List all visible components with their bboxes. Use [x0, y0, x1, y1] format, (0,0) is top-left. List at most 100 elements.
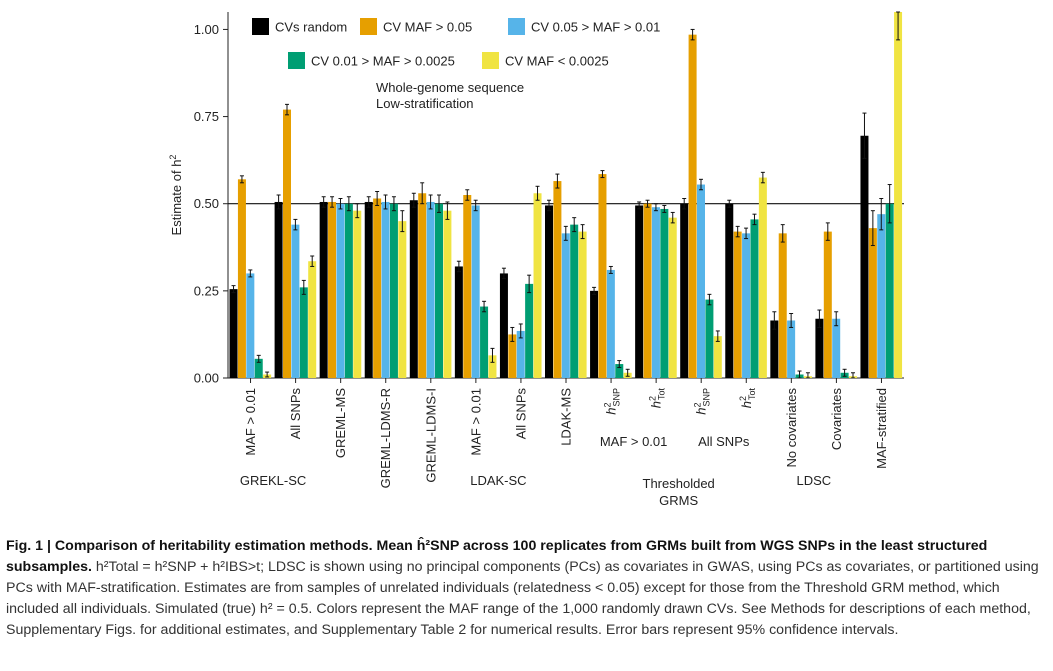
- bar-3-series-4: [344, 203, 353, 378]
- bar-8-series-2: [553, 181, 562, 378]
- legend-swatch-3: [508, 18, 525, 35]
- bar-10-series-2: [643, 203, 652, 378]
- x-tick-label: GREML-LDMS-R: [378, 388, 393, 488]
- bar-4-series-2: [373, 198, 382, 378]
- legend-swatch-4: [288, 52, 305, 69]
- caption-body: h²Total = h²SNP + h²IBS>t; LDSC is shown…: [6, 559, 1039, 638]
- bar-13-series-2: [778, 233, 787, 378]
- bar-1-series-2: [237, 179, 246, 378]
- bar-11-series-1: [680, 203, 689, 378]
- y-tick-label: 1.00: [194, 22, 219, 37]
- bar-5-series-3: [426, 201, 435, 378]
- bar-10-series-5: [668, 217, 677, 378]
- y-tick-label: 0.00: [194, 371, 219, 386]
- figure-caption: Fig. 1 | Comparison of heritability esti…: [6, 536, 1046, 641]
- bar-2-series-4: [299, 287, 308, 378]
- group-label: LDSC: [797, 473, 832, 488]
- bar-6-series-2: [463, 195, 472, 378]
- bar-6-series-3: [471, 205, 480, 378]
- bar-3-series-2: [328, 201, 337, 378]
- legend-label-3: CV 0.05 > MAF > 0.01: [531, 20, 660, 35]
- bar-6-series-1: [454, 266, 463, 378]
- bar-7-series-3: [516, 330, 525, 378]
- legend-label-1: CVs random: [275, 20, 347, 35]
- bar-9-series-2: [598, 174, 607, 378]
- bar-2-series-5: [308, 261, 317, 378]
- legend-label-2: CV MAF > 0.05: [383, 20, 472, 35]
- caption-lead: Fig. 1 | Comparison of heritability esti…: [6, 538, 988, 575]
- x-tick-label: h2Tot: [648, 388, 667, 409]
- bar-2-series-1: [274, 201, 283, 378]
- bar-9-series-4: [615, 364, 624, 378]
- bar-10-series-3: [651, 207, 660, 378]
- y-tick-label: 0.50: [194, 196, 219, 211]
- chart-annotation: Low-stratification: [376, 96, 474, 111]
- bar-11-series-2: [688, 34, 697, 379]
- bar-5-series-5: [443, 210, 452, 378]
- bar-7-series-1: [499, 273, 508, 378]
- bar-4-series-5: [398, 221, 407, 378]
- bar-3-series-3: [336, 203, 345, 378]
- bar-12-series-5: [758, 177, 767, 378]
- bar-15-series-2: [868, 228, 877, 378]
- group-label: Thresholded: [643, 476, 715, 491]
- bar-10-series-1: [635, 205, 644, 378]
- bar-5-series-1: [409, 200, 418, 378]
- bar-3-series-1: [319, 201, 328, 378]
- x-tick-label: All SNPs: [513, 388, 528, 440]
- bar-12-series-2: [733, 231, 742, 378]
- bar-12-series-3: [742, 233, 751, 378]
- group-label: LDAK-SC: [470, 473, 526, 488]
- group-label: GRMS: [659, 493, 698, 508]
- x-tick-label: h2Tot: [738, 388, 757, 409]
- x-tick-label: GREML-LDMS-I: [423, 388, 438, 483]
- legend-swatch-2: [360, 18, 377, 35]
- x-tick-label: Covariates: [829, 388, 844, 451]
- bar-15-series-5: [894, 12, 903, 378]
- x-tick-label: h2SNP: [693, 388, 712, 415]
- bar-13-series-3: [787, 320, 796, 378]
- y-tick-label: 0.75: [194, 109, 219, 124]
- bar-14-series-1: [815, 318, 824, 378]
- x-tick-label: MAF > 0.01: [243, 388, 258, 456]
- x-tick-label: MAF-stratified: [874, 388, 889, 469]
- bar-15-series-3: [877, 214, 886, 378]
- bar-7-series-2: [508, 334, 517, 378]
- bar-2-series-2: [283, 109, 291, 378]
- bar-14-series-2: [823, 231, 832, 378]
- bar-12-series-4: [750, 219, 759, 378]
- y-axis-label: Estimate of h2: [168, 155, 184, 236]
- bar-5-series-2: [418, 193, 427, 378]
- bar-1-series-3: [246, 273, 255, 378]
- group-label: All SNPs: [698, 434, 750, 449]
- group-label: MAF > 0.01: [600, 434, 668, 449]
- bar-15-series-1: [860, 135, 869, 378]
- bar-6-series-4: [480, 306, 489, 378]
- bar-15-series-4: [885, 203, 894, 378]
- x-tick-label: GREML-MS: [333, 388, 348, 458]
- bar-4-series-3: [381, 201, 390, 378]
- bar-9-series-3: [606, 269, 615, 378]
- x-tick-label: h2SNP: [603, 388, 622, 415]
- bar-5-series-4: [435, 203, 443, 378]
- bar-chart: 0.00 0.25 0.50 0.75 1.00 Estimate of h2 MAF > …: [168, 11, 904, 508]
- bar-8-series-4: [570, 224, 579, 378]
- legend-label-4: CV 0.01 > MAF > 0.0025: [311, 54, 455, 69]
- bar-4-series-4: [389, 203, 398, 378]
- bar-8-series-1: [545, 205, 553, 378]
- bar-1-series-4: [254, 358, 263, 378]
- x-tick-label: MAF > 0.01: [468, 388, 483, 456]
- x-tick-label: No covariates: [784, 388, 799, 468]
- figure: 0.00 0.25 0.50 0.75 1.00 Estimate of h2 MAF > …: [168, 11, 904, 508]
- bar-14-series-3: [832, 318, 841, 378]
- bar-10-series-4: [660, 208, 669, 378]
- bar-1-series-1: [229, 289, 238, 378]
- bar-7-series-5: [533, 193, 542, 378]
- bar-4-series-1: [364, 201, 373, 378]
- bar-9-series-1: [590, 290, 599, 378]
- bar-6-series-5: [488, 355, 497, 378]
- bar-8-series-5: [578, 231, 587, 378]
- legend-label-5: CV MAF < 0.0025: [505, 54, 609, 69]
- x-tick-label: All SNPs: [288, 388, 303, 440]
- bar-8-series-3: [561, 233, 570, 378]
